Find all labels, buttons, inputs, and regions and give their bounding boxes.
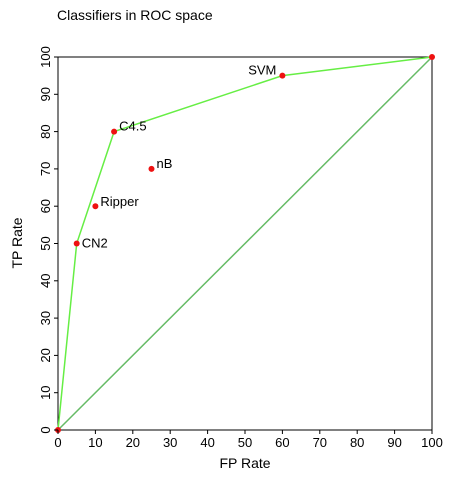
data-point: [92, 203, 99, 210]
data-point: [73, 240, 80, 247]
point-label: nB: [157, 156, 173, 171]
plot-area: CN2 Ripper C4.5 nB SVM: [55, 54, 435, 433]
x-tick-label: 30: [163, 435, 177, 450]
y-tick-label: 30: [38, 311, 53, 325]
point-label: Ripper: [100, 194, 139, 209]
y-tick-label: 90: [38, 87, 53, 101]
point-label: SVM: [248, 63, 276, 78]
y-axis-ticks: 0 10 20 30 40 50 60 70 80 90 100: [38, 46, 58, 434]
data-point: [148, 165, 155, 172]
x-tick-label: 0: [54, 435, 61, 450]
data-point: [279, 72, 286, 79]
x-tick-label: 60: [275, 435, 289, 450]
y-tick-label: 0: [38, 426, 53, 433]
random-classifier-diagonal: [57, 56, 433, 431]
y-tick-label: 20: [38, 348, 53, 362]
x-axis-ticks: 0 10 20 30 40 50 60 70 80 90 100: [54, 430, 443, 450]
y-tick-label: 100: [38, 46, 53, 68]
y-tick-label: 80: [38, 124, 53, 138]
y-tick-label: 60: [38, 199, 53, 213]
x-tick-label: 100: [421, 435, 443, 450]
y-tick-label: 40: [38, 274, 53, 288]
perfect-point: [429, 54, 435, 60]
x-tick-label: 20: [126, 435, 140, 450]
x-tick-label: 10: [88, 435, 102, 450]
x-tick-label: 40: [200, 435, 214, 450]
y-tick-label: 50: [38, 236, 53, 250]
point-label: CN2: [82, 236, 108, 251]
y-axis-label: TP Rate: [9, 217, 25, 268]
y-tick-label: 70: [38, 162, 53, 176]
y-tick-label: 10: [38, 385, 53, 399]
x-tick-label: 50: [238, 435, 252, 450]
chart-title: Classifiers in ROC space: [57, 7, 213, 23]
x-tick-label: 90: [387, 435, 401, 450]
x-tick-label: 70: [313, 435, 327, 450]
point-label: C4.5: [119, 119, 146, 134]
x-axis-label: FP Rate: [219, 455, 270, 471]
data-point: [111, 128, 118, 135]
x-tick-label: 80: [350, 435, 364, 450]
